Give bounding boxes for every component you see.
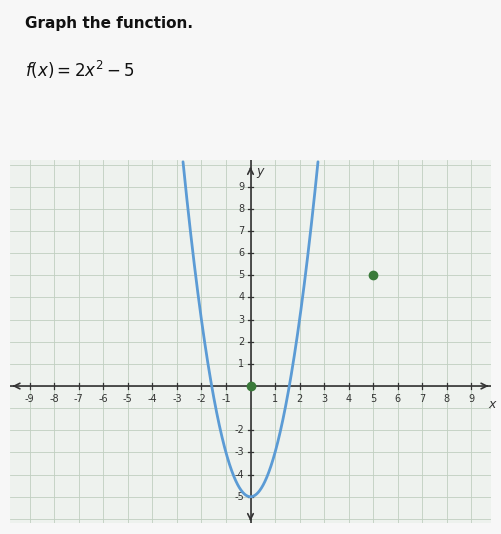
Text: 6: 6 bbox=[395, 394, 401, 404]
Text: -3: -3 bbox=[172, 394, 182, 404]
Text: -5: -5 bbox=[123, 394, 133, 404]
Text: $f(x) = 2x^2 - 5$: $f(x) = 2x^2 - 5$ bbox=[25, 59, 135, 81]
Text: 3: 3 bbox=[321, 394, 327, 404]
Text: 6: 6 bbox=[238, 248, 244, 258]
Text: 2: 2 bbox=[238, 337, 244, 347]
Text: -5: -5 bbox=[234, 492, 244, 502]
Text: 2: 2 bbox=[297, 394, 303, 404]
Text: 9: 9 bbox=[468, 394, 474, 404]
Text: 1: 1 bbox=[238, 359, 244, 369]
Text: 4: 4 bbox=[346, 394, 352, 404]
Text: 1: 1 bbox=[272, 394, 278, 404]
Text: 9: 9 bbox=[238, 182, 244, 192]
Text: 7: 7 bbox=[419, 394, 425, 404]
Text: -7: -7 bbox=[74, 394, 84, 404]
Text: x: x bbox=[488, 398, 496, 411]
Text: y: y bbox=[257, 164, 264, 178]
Text: 4: 4 bbox=[238, 293, 244, 302]
Text: Graph the function.: Graph the function. bbox=[25, 16, 193, 31]
Text: 5: 5 bbox=[370, 394, 376, 404]
Text: -2: -2 bbox=[196, 394, 206, 404]
Text: 8: 8 bbox=[238, 204, 244, 214]
Text: -4: -4 bbox=[235, 469, 244, 480]
Text: 3: 3 bbox=[238, 315, 244, 325]
Text: -3: -3 bbox=[235, 447, 244, 458]
Text: 5: 5 bbox=[238, 270, 244, 280]
Text: -6: -6 bbox=[99, 394, 108, 404]
Text: 8: 8 bbox=[444, 394, 450, 404]
Text: -8: -8 bbox=[50, 394, 59, 404]
Text: -4: -4 bbox=[147, 394, 157, 404]
Text: -2: -2 bbox=[234, 425, 244, 435]
Text: -9: -9 bbox=[25, 394, 35, 404]
Text: 7: 7 bbox=[238, 226, 244, 236]
Text: -1: -1 bbox=[221, 394, 231, 404]
